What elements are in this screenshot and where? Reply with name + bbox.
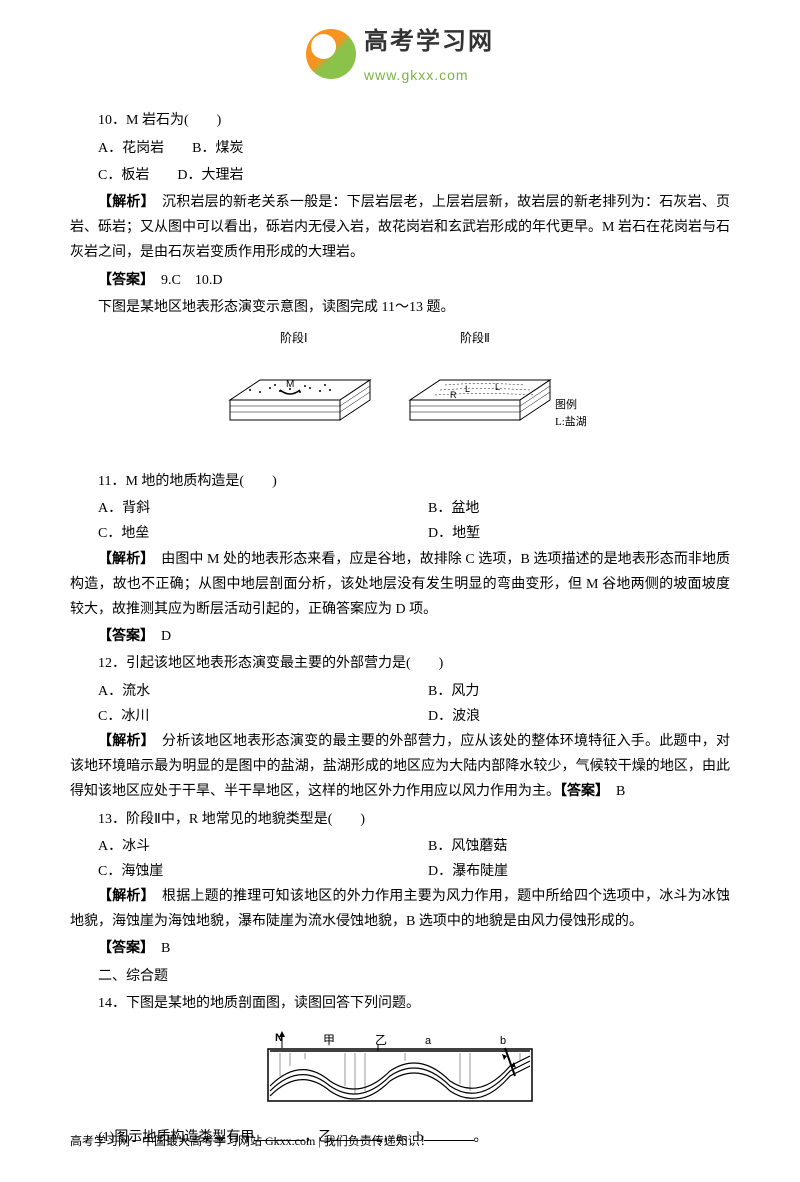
q11-optA: A．背斜: [70, 496, 400, 521]
svg-text:L: L: [495, 382, 500, 392]
page-footer: 高考学习网－中国最大高考学习网站 Gkxx.com | 我们负责传递知识！: [70, 1131, 730, 1153]
q10-opts-ab: A．花岗岩 B．煤炭: [70, 136, 730, 161]
q13-optB: B．风蚀蘑菇: [400, 834, 730, 859]
q12-analysis-block: 【解析】 分析该地区地表形态演变的最主要的外部营力，应从该处的整体环境特征入手。…: [70, 729, 730, 805]
q13-stem: 13．阶段Ⅱ中，R 地常见的地貌类型是( ): [70, 807, 730, 832]
q10-optD: D．大理岩: [177, 168, 243, 183]
q13-stem-text: 阶段Ⅱ中，R 地常见的地貌类型是( ): [126, 812, 365, 827]
q10-number: 10．: [98, 113, 126, 128]
fig1-legend-item: L:盐湖: [555, 415, 587, 428]
q13-opts-row1: A．冰斗 B．风蚀蘑菇: [70, 834, 730, 859]
fig1-stage2-label: 阶段Ⅱ: [460, 330, 490, 345]
q11-stem: 11．M 地的地质构造是( ): [70, 469, 730, 494]
svg-text:M: M: [286, 379, 294, 390]
q10-answer-block: 【答案】 9.C 10.D: [70, 268, 730, 293]
q12-optD: D．波浪: [400, 704, 730, 729]
q14-stem: 14．下图是某地的地质剖面图，读图回答下列问题。: [70, 991, 730, 1016]
q10-analysis-block: 【解析】 沉积岩层的新老关系一般是：下层岩层老，上层岩层新，故岩层的新老排列为：…: [70, 190, 730, 266]
q12-analysis-label: 【解析】: [98, 734, 148, 749]
q10-analysis-text: 沉积岩层的新老关系一般是：下层岩层老，上层岩层新，故岩层的新老排列为：石灰岩、页…: [70, 195, 730, 260]
q13-analysis-label: 【解析】: [98, 889, 148, 904]
q12-optC: C．冰川: [70, 704, 400, 729]
logo-title: 高考学习网: [364, 20, 494, 63]
q11-optB: B．盆地: [400, 496, 730, 521]
q14-number: 14．: [98, 996, 126, 1011]
q11-number: 11．: [98, 474, 125, 489]
svg-text:R: R: [450, 390, 457, 400]
figure-2: N 甲 乙 a b: [70, 1026, 730, 1115]
q12-stem-text: 引起该地区地表形态演变最主要的外部营力是( ): [126, 656, 443, 671]
q14-stem-text: 下图是某地的地质剖面图，读图回答下列问题。: [126, 996, 420, 1011]
q12-opts-row2: C．冰川 D．波浪: [70, 704, 730, 729]
q12-number: 12．: [98, 656, 126, 671]
q10-optA: A．花岗岩: [98, 141, 164, 156]
fig1-legend-label: 图例: [555, 397, 577, 411]
svg-text:b: b: [500, 1035, 506, 1047]
q11-optC: C．地垒: [70, 521, 400, 546]
q11-stem-text: M 地的地质构造是( ): [125, 474, 276, 489]
q12-optB: B．风力: [400, 679, 730, 704]
q12-optA: A．流水: [70, 679, 400, 704]
header-logo: 高考学习网 www.gkxx.com: [70, 20, 730, 88]
svg-text:甲: 甲: [323, 1033, 335, 1047]
logo-url: www.gkxx.com: [364, 63, 494, 88]
q13-answer-label: 【答案】: [98, 941, 147, 956]
logo-icon: [306, 29, 356, 79]
q13-analysis-block: 【解析】 根据上题的推理可知该地区的外力作用主要为风力作用，题中所给四个选项中，…: [70, 884, 730, 934]
q13-number: 13．: [98, 812, 126, 827]
intro11-text: 下图是某地区地表形态演变示意图，读图完成 11～13 题。: [70, 295, 730, 320]
q13-optC: C．海蚀崖: [70, 859, 400, 884]
q12-answer-label: 【答案】: [560, 784, 602, 799]
q10-analysis-label: 【解析】: [98, 195, 148, 210]
q12-opts-row1: A．流水 B．风力: [70, 679, 730, 704]
fig1-stage1-label: 阶段Ⅰ: [280, 330, 308, 345]
q11-optD: D．地堑: [400, 521, 730, 546]
q10-stem-text: M 岩石为( ): [126, 113, 221, 128]
q13-answer-text: B: [147, 941, 170, 956]
figure-1: 阶段Ⅰ M: [70, 330, 730, 459]
q10-optC: C．板岩: [98, 168, 149, 183]
q11-analysis-label: 【解析】: [98, 552, 147, 567]
q11-answer-text: D: [147, 629, 171, 644]
q11-opts-row1: A．背斜 B．盆地: [70, 496, 730, 521]
q13-optA: A．冰斗: [70, 834, 400, 859]
q13-answer-block: 【答案】 B: [70, 936, 730, 961]
q11-analysis-block: 【解析】 由图中 M 处的地表形态来看，应是谷地，故排除 C 选项，B 选项描述…: [70, 547, 730, 623]
q10-opts-cd: C．板岩 D．大理岩: [70, 163, 730, 188]
logo-text-block: 高考学习网 www.gkxx.com: [364, 20, 494, 88]
svg-text:a: a: [425, 1035, 432, 1047]
q10-answer-label: 【答案】: [98, 273, 147, 288]
q11-opts-row2: C．地垒 D．地堑: [70, 521, 730, 546]
section2-title: 二、综合题: [70, 964, 730, 989]
svg-text:乙: 乙: [375, 1033, 387, 1047]
svg-text:L: L: [465, 384, 470, 394]
content-body: 10．M 岩石为( ) A．花岗岩 B．煤炭 C．板岩 D．大理岩 【解析】 沉…: [70, 108, 730, 1150]
q10-stem: 10．M 岩石为( ): [70, 108, 730, 133]
q11-answer-label: 【答案】: [98, 629, 147, 644]
q13-analysis-text: 根据上题的推理可知该地区的外力作用主要为风力作用，题中所给四个选项中，冰斗为冰蚀…: [70, 889, 730, 929]
q12-stem: 12．引起该地区地表形态演变最主要的外部营力是( ): [70, 651, 730, 676]
q13-opts-row2: C．海蚀崖 D．瀑布陡崖: [70, 859, 730, 884]
q10-answer-text: 9.C 10.D: [147, 273, 222, 288]
q11-answer-block: 【答案】 D: [70, 624, 730, 649]
q12-answer-text: B: [602, 784, 625, 799]
q13-optD: D．瀑布陡崖: [400, 859, 730, 884]
q12-analysis-text: 分析该地区地表形态演变的最主要的外部营力，应从该处的整体环境特征入手。此题中，对…: [70, 734, 730, 799]
q10-optB: B．煤炭: [192, 141, 243, 156]
q11-analysis-text: 由图中 M 处的地表形态来看，应是谷地，故排除 C 选项，B 选项描述的是地表形…: [70, 552, 730, 617]
